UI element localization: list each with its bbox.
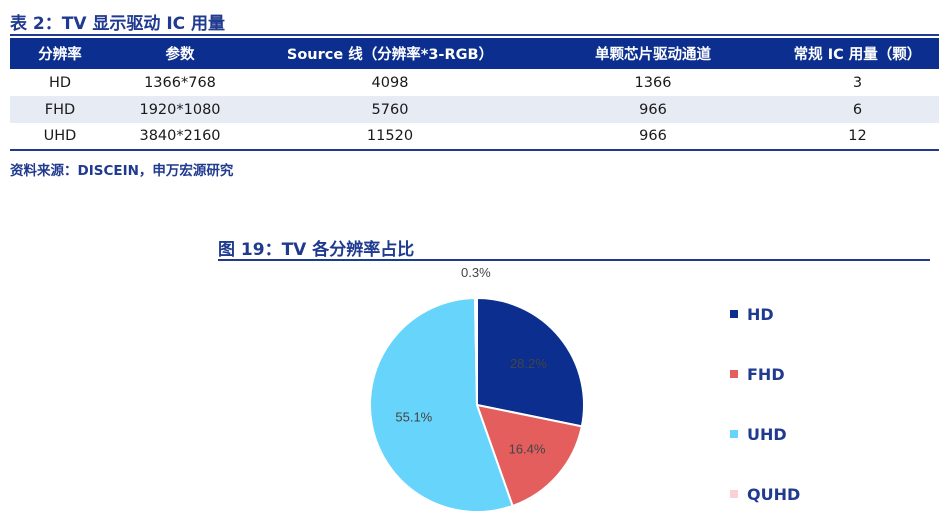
legend-label: FHD <box>747 364 785 384</box>
legend-item-hd: HD <box>730 303 930 325</box>
table-cell: 966 <box>530 96 776 123</box>
table-row: HD 1366*768 4098 1366 3 <box>10 69 939 96</box>
legend-item-fhd: FHD <box>730 363 930 385</box>
table-cell: 1366 <box>634 74 672 91</box>
column-header: 单颗芯片驱动通道 <box>530 38 776 69</box>
legend-item-uhd: UHD <box>730 423 930 445</box>
table-header-row: 分辨率 参数 Source 线（分辨率*3-RGB） 单颗芯片驱动通道 常规 I… <box>10 38 939 69</box>
table-cell: 6 <box>776 96 939 123</box>
pie-slice-uhd <box>369 296 514 513</box>
table-cell: 11520 <box>250 123 530 151</box>
table-top-rule <box>10 34 939 36</box>
chart-title-rule <box>218 259 930 261</box>
pie-slice-fhd <box>475 403 584 508</box>
legend-label: HD <box>747 304 774 324</box>
legend-swatch <box>730 430 738 438</box>
column-header: 参数 <box>110 38 250 69</box>
column-header: Source 线（分辨率*3-RGB） <box>250 38 530 69</box>
table-cell: 4098 <box>371 74 409 91</box>
data-label-uhd: 55.1% <box>395 409 432 424</box>
legend-swatch <box>730 490 738 498</box>
table-cell: 3840*2160 <box>110 123 250 151</box>
legend-item-quhd: QUHD <box>730 483 930 505</box>
legend-label: QUHD <box>747 484 801 504</box>
table-cell: 12 <box>776 123 939 151</box>
table-cell: UHD <box>10 123 110 151</box>
table-row: FHD 1920*1080 5760 966 6 <box>10 96 939 123</box>
column-header: 分辨率 <box>10 38 110 69</box>
legend-label: UHD <box>747 424 787 444</box>
table-cell: FHD <box>10 96 110 123</box>
data-label-hd: 28.2% <box>510 356 547 371</box>
table-row: UHD 3840*2160 11520 966 12 <box>10 123 939 151</box>
source-note: 资料来源：DISCEIN，申万宏源研究 <box>10 163 234 179</box>
pie-slice-quhd <box>473 296 478 406</box>
table-cell: HD <box>48 74 72 91</box>
table-cell: 1920*1080 <box>110 96 250 123</box>
table-title: 表 2：TV 显示驱动 IC 用量 <box>10 14 226 34</box>
legend-swatch <box>730 370 738 378</box>
ic-usage-table: 分辨率 参数 Source 线（分辨率*3-RGB） 单颗芯片驱动通道 常规 I… <box>10 38 939 151</box>
data-label-quhd: 0.3% <box>461 265 491 280</box>
chart-title: 图 19：TV 各分辨率占比 <box>218 240 415 260</box>
table-cell: 1366*768 <box>144 74 216 91</box>
table-cell: 3 <box>852 74 863 91</box>
pie-slice-hd <box>476 296 585 428</box>
column-header: 常规 IC 用量（颗） <box>776 38 939 69</box>
table-cell: 5760 <box>250 96 530 123</box>
data-label-fhd: 16.4% <box>509 442 546 457</box>
table-cell: 966 <box>530 123 776 151</box>
legend-swatch <box>730 310 738 318</box>
